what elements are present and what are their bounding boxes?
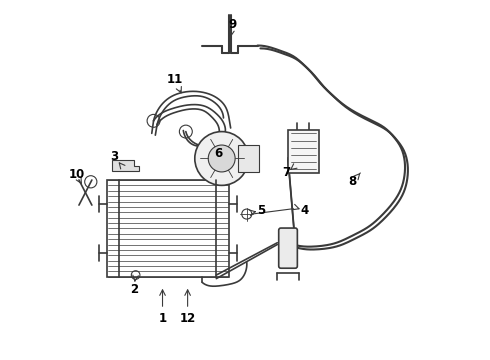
- Bar: [107, 180, 229, 277]
- Text: 7: 7: [282, 166, 290, 179]
- Text: 2: 2: [130, 283, 138, 296]
- Text: 3: 3: [110, 150, 118, 163]
- Text: 6: 6: [214, 147, 222, 159]
- Text: 9: 9: [228, 18, 237, 31]
- Text: 8: 8: [348, 175, 357, 188]
- Bar: [288, 130, 319, 173]
- Circle shape: [195, 132, 248, 185]
- Text: 12: 12: [179, 311, 196, 325]
- Bar: [238, 145, 259, 172]
- Text: 4: 4: [300, 204, 308, 217]
- Circle shape: [208, 145, 235, 172]
- Polygon shape: [112, 160, 139, 171]
- Text: 11: 11: [167, 73, 183, 86]
- Text: 5: 5: [257, 204, 265, 217]
- Text: 10: 10: [68, 168, 85, 181]
- FancyBboxPatch shape: [279, 228, 297, 268]
- Text: 1: 1: [158, 311, 167, 325]
